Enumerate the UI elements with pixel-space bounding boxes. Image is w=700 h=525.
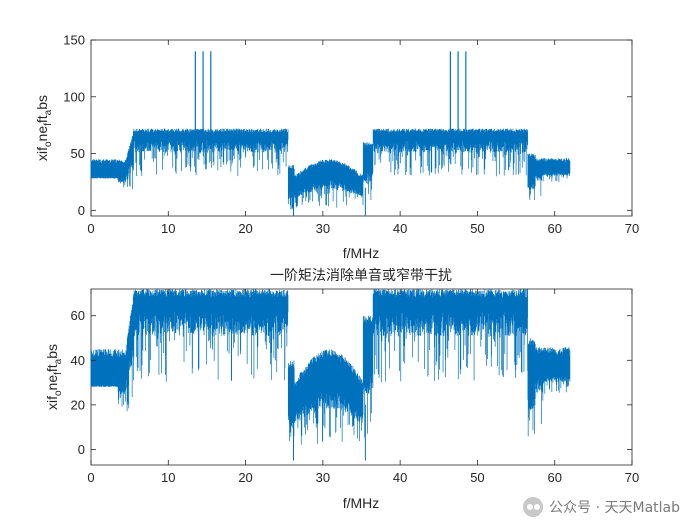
x-tick-label: 40 <box>393 221 407 236</box>
y-tick-label: 60 <box>71 308 85 323</box>
x-tick-label: 40 <box>393 470 407 485</box>
y-axis-label-top: xifonefftabs <box>34 95 54 161</box>
spectrum-trace <box>90 128 571 210</box>
watermark-text: 公众号 · 天天Matlab <box>549 500 680 516</box>
wechat-icon <box>523 497 544 517</box>
x-tick-label: 30 <box>316 221 330 236</box>
y-tick-label: 0 <box>78 203 85 218</box>
x-tick-label: 60 <box>547 221 561 236</box>
x-tick-label: 10 <box>161 470 175 485</box>
spectrum-bottom <box>90 289 571 461</box>
x-tick-label: 50 <box>470 470 484 485</box>
x-tick-label: 0 <box>87 221 94 236</box>
x-tick-label: 20 <box>238 221 252 236</box>
y-tick-label: 20 <box>71 397 85 412</box>
x-tick-label: 0 <box>87 470 94 485</box>
ticks-top: 0 10 20 30 40 50 60 70 0 50 100 150 <box>63 33 639 237</box>
ticks-bottom: 0 10 20 30 40 50 60 70 0 20 40 60 <box>71 289 639 485</box>
watermark: 公众号 · 天天Matlab <box>523 495 680 519</box>
y-tick-label: 40 <box>71 353 85 368</box>
y-tick-label: 150 <box>63 33 85 48</box>
y-tick-label: 0 <box>78 442 85 457</box>
x-tick-label: 70 <box>625 470 639 485</box>
chart-title-bottom: 一阶矩法消除单音或窄带干扰 <box>270 267 452 284</box>
x-tick-label: 70 <box>625 221 639 236</box>
x-tick-label: 20 <box>238 470 252 485</box>
axes-bottom: 一阶矩法消除单音或窄带干扰 0 10 20 30 40 50 60 70 0 20 40 60 f/M… <box>44 267 639 511</box>
y-tick-label: 100 <box>63 89 85 104</box>
spectrum-top <box>90 51 571 216</box>
x-tick-label: 10 <box>161 221 175 236</box>
x-tick-label: 50 <box>470 221 484 236</box>
y-axis-label-bottom: xifonefftabs <box>44 344 64 410</box>
x-axis-label-top: f/MHz <box>343 245 380 261</box>
x-axis-label-bottom: f/MHz <box>343 495 380 511</box>
x-tick-label: 60 <box>547 470 561 485</box>
x-tick-label: 30 <box>316 470 330 485</box>
spectrum-trace <box>90 289 571 445</box>
axes-top: 0 10 20 30 40 50 60 70 0 50 100 150 f/MHz xifonefft… <box>34 33 639 262</box>
y-tick-label: 50 <box>71 146 85 161</box>
